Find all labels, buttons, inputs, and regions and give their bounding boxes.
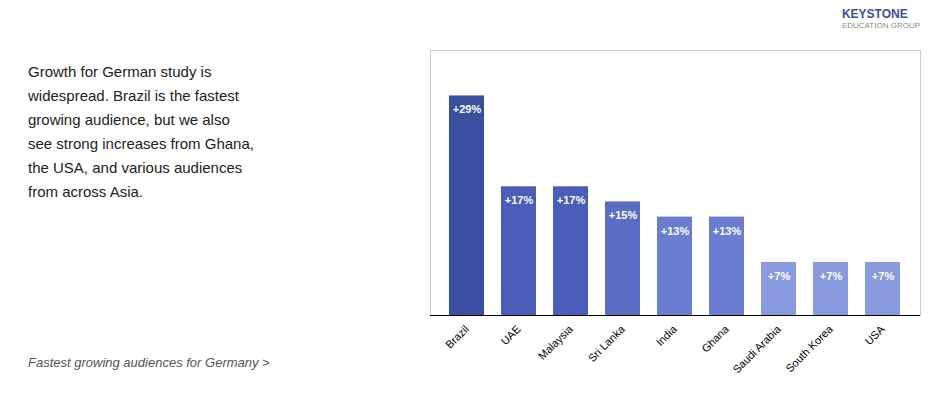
svg-text:+7%: +7% (872, 270, 895, 282)
svg-text:Saudi Arabia: Saudi Arabia (730, 322, 783, 375)
html-text:Growth for German study is wid: Growth for German study is widespread. B… (28, 63, 254, 200)
svg-text:+15%: +15% (609, 209, 638, 221)
svg-text:Ghana: Ghana (699, 322, 731, 354)
html-text:EDUCATION GROUP: EDUCATION GROUP (841, 21, 920, 31)
svg-text:+7%: +7% (820, 270, 843, 282)
html-text:KEYSTONE: KEYSTONE (841, 7, 908, 21)
svg-text:Sri Lanka: Sri Lanka (586, 322, 628, 364)
svg-text:South Korea: South Korea (783, 322, 835, 374)
svg-text:+13%: +13% (661, 225, 690, 237)
svg-text:+17%: +17% (505, 194, 534, 206)
svg-text:+17%: +17% (557, 194, 586, 206)
svg-text:+13%: +13% (713, 225, 742, 237)
svg-text:+29%: +29% (453, 103, 482, 115)
svg-text:Malaysia: Malaysia (536, 322, 576, 362)
svg-text:UAE: UAE (498, 323, 522, 347)
html-text:Fastest growing audiences for: Fastest growing audiences for Germany > (28, 355, 270, 370)
svg-text:Brazil: Brazil (443, 323, 471, 351)
svg-text:USA: USA (862, 322, 887, 347)
svg-text:India: India (654, 322, 680, 348)
svg-text:+7%: +7% (768, 270, 791, 282)
